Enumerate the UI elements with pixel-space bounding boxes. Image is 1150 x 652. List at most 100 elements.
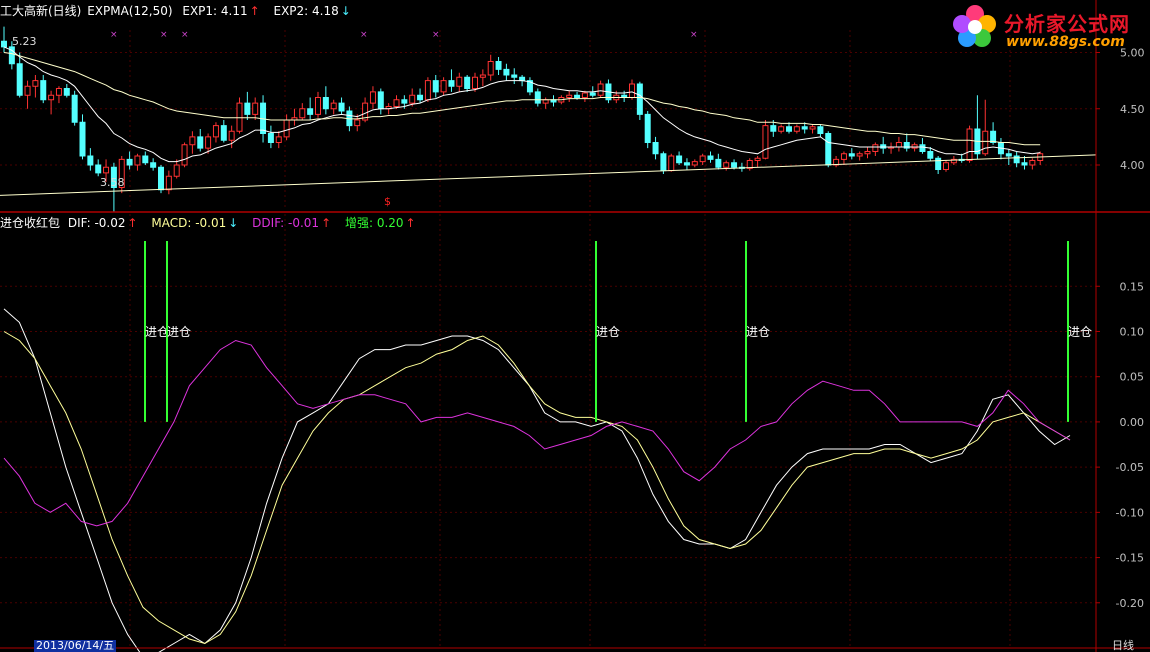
candle-body: [856, 153, 863, 157]
candle-body: [1013, 155, 1020, 164]
candle-body: [424, 80, 431, 101]
candle-body: [87, 155, 94, 166]
candle-body: [322, 97, 329, 110]
candle-body: [589, 92, 596, 96]
y-tick-label: -0.20: [1116, 597, 1144, 610]
candle-body: [840, 153, 847, 160]
event-marker: ×: [181, 30, 189, 40]
candle-body: [32, 80, 39, 87]
date-cursor-label[interactable]: 2013/06/14/五: [34, 639, 117, 652]
candle-body: [723, 162, 730, 168]
y-tick-label: 5.00: [1120, 47, 1145, 60]
candle-body: [566, 94, 573, 98]
candle-body: [487, 61, 494, 76]
candle-body: [244, 102, 251, 115]
candle-body: [95, 164, 102, 174]
candle-body: [982, 130, 989, 155]
candle-body: [581, 92, 588, 98]
candle-body: [283, 119, 290, 138]
price-panel-header: 工大高新(日线) EXPMA(12,50) EXP1: 4.11 ↑ EXP2: …: [0, 2, 353, 19]
candle-body: [63, 88, 70, 96]
macd-line: [3, 331, 1071, 645]
candle-body: [880, 144, 887, 149]
ddif-value: DDIF: -0.01: [252, 216, 320, 230]
signal-label: 进仓: [167, 325, 191, 339]
candle-body: [966, 128, 973, 161]
signal-label: 进仓: [746, 325, 770, 339]
candle-body: [267, 133, 274, 143]
expma-lines: [0, 46, 1097, 196]
candle-body: [919, 144, 926, 152]
candle-body: [16, 63, 23, 96]
candle-body: [330, 102, 337, 110]
candle-body: [472, 76, 478, 89]
candle-body: [307, 108, 314, 115]
exp1-line: [3, 46, 1041, 163]
dollar-marker: $: [384, 195, 391, 208]
site-logo: 分析家公式网 www.88gs.com: [950, 2, 1146, 54]
candle-body: [165, 175, 172, 191]
low-price-label: 3.58: [100, 176, 125, 189]
y-tick-label: 0.15: [1120, 280, 1145, 293]
indicator-grid: [0, 214, 1096, 648]
candle-body: [448, 80, 455, 87]
candle-body: [440, 80, 447, 93]
candle-body: [315, 97, 321, 115]
candlestick-series: [1, 26, 1044, 213]
up-arrow-icon: ↑: [405, 216, 416, 230]
candle-body: [1005, 153, 1012, 157]
candle-body: [142, 155, 149, 164]
candle-body: [762, 125, 769, 159]
period-label[interactable]: 日线: [1112, 639, 1134, 652]
candle-body: [495, 61, 502, 70]
candle-body: [299, 108, 306, 119]
candle-body: [181, 144, 188, 166]
candle-body: [134, 155, 141, 166]
security-title: 工大高新(日线): [0, 4, 82, 18]
candle-body: [534, 91, 541, 104]
candle-body: [24, 85, 31, 96]
candle-body: [118, 158, 125, 188]
candle-body: [40, 80, 47, 101]
candle-body: [354, 119, 361, 127]
y-tick-label: 0.10: [1120, 325, 1145, 338]
ddif-line: [3, 339, 1071, 527]
event-marker: ×: [690, 30, 698, 40]
indicator-name: EXPMA(12,50): [87, 4, 173, 18]
up-arrow-icon: ↑: [321, 216, 332, 230]
price-grid: [0, 30, 1096, 210]
candle-body: [158, 166, 164, 191]
candle-body: [817, 126, 824, 134]
y-tick-label: 4.50: [1120, 103, 1145, 116]
candle-body: [55, 88, 62, 96]
candle-body: [707, 155, 714, 160]
candle-body: [362, 102, 369, 121]
candle-body: [903, 142, 910, 149]
candle-body: [205, 136, 212, 149]
candle-body: [731, 162, 738, 168]
candle-body: [652, 142, 659, 155]
candle-body: [189, 136, 196, 146]
candle-body: [715, 158, 722, 168]
candle-body: [1029, 160, 1036, 166]
y-tick-label: 4.00: [1120, 159, 1145, 172]
up-arrow-icon: ↑: [127, 216, 138, 230]
candle-body: [150, 162, 157, 168]
candle-body: [220, 125, 227, 141]
indicator-panel-header: 进仓收红包 DIF: -0.02 ↑ MACD: -0.01 ↓ DDIF: -0.…: [0, 214, 418, 231]
candle-body: [683, 162, 690, 166]
candle-body: [872, 144, 879, 152]
signal-label: 进仓: [1068, 325, 1092, 339]
candle-body: [825, 133, 832, 166]
candle-body: [801, 126, 808, 130]
candle-body: [927, 151, 934, 159]
event-marker: ×: [432, 30, 440, 40]
candle-body: [848, 153, 855, 157]
candle-body: [393, 99, 400, 107]
signal-label: 进仓: [145, 325, 169, 339]
y-tick-label: -0.10: [1116, 506, 1144, 519]
candle-body: [660, 153, 667, 172]
candle-body: [409, 94, 416, 104]
logo-url: www.88gs.com: [1006, 34, 1125, 50]
